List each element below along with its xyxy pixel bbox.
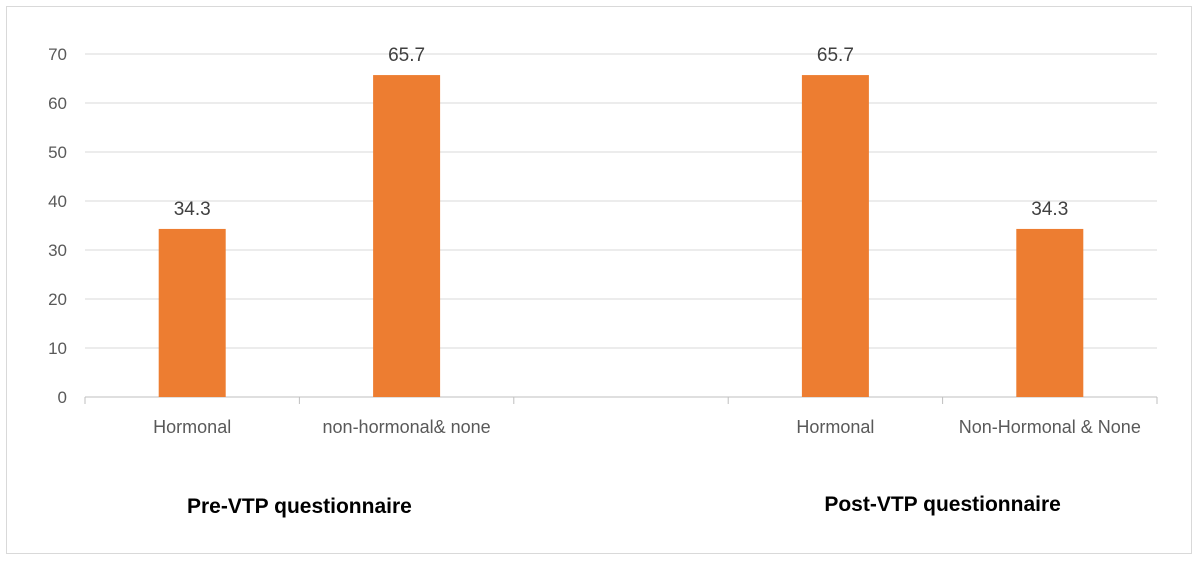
x-category-label: Non-Hormonal & None — [959, 417, 1141, 437]
y-tick-label: 40 — [48, 192, 67, 211]
y-tick-label: 50 — [48, 143, 67, 162]
y-tick-label: 20 — [48, 290, 67, 309]
data-label: 34.3 — [1031, 199, 1068, 220]
bar — [158, 228, 226, 397]
x-category-label: non-hormonal& none — [323, 417, 491, 437]
y-tick-label: 70 — [48, 45, 67, 64]
y-tick-label: 10 — [48, 339, 67, 358]
bar — [801, 75, 869, 397]
y-tick-label: 60 — [48, 94, 67, 113]
bar — [373, 75, 441, 397]
bar — [1016, 228, 1084, 397]
x-category-label: Hormonal — [153, 417, 231, 437]
data-label: 65.7 — [388, 45, 425, 66]
x-category-label-line: Hormonal — [153, 417, 231, 437]
y-tick-label: 0 — [58, 388, 67, 407]
data-label: 34.3 — [174, 199, 211, 220]
data-label: 65.7 — [817, 45, 854, 66]
x-category-label-line: Non-Hormonal & None — [959, 417, 1141, 437]
group-label: Post-VTP questionnaire — [824, 493, 1061, 516]
group-label: Pre-VTP questionnaire — [187, 495, 412, 518]
x-category-label-line: non-hormonal& none — [323, 417, 491, 437]
x-category-label: Hormonal — [796, 417, 874, 437]
x-category-label-line: Hormonal — [796, 417, 874, 437]
y-tick-label: 30 — [48, 241, 67, 260]
